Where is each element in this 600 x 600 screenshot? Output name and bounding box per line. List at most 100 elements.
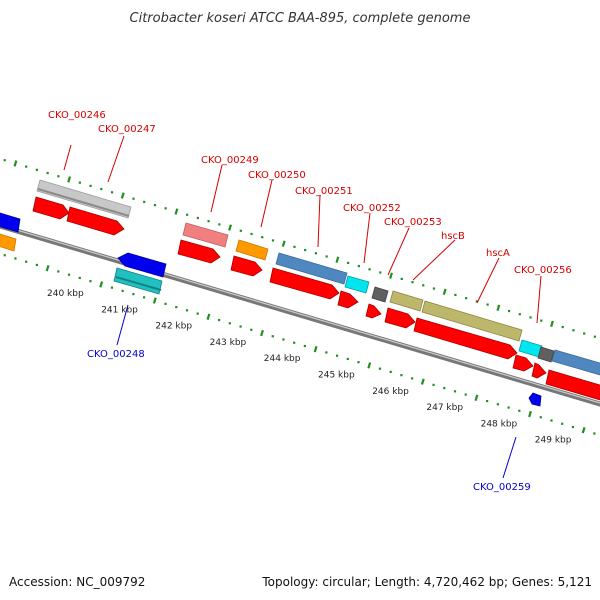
minor-tick xyxy=(250,232,253,236)
kbp-label: 243 kbp xyxy=(210,338,247,348)
major-tick xyxy=(581,427,586,434)
cds-cko-00252 xyxy=(337,290,359,309)
major-tick xyxy=(13,160,18,167)
minor-tick xyxy=(25,260,28,263)
feature-dark-small xyxy=(537,346,555,363)
feature-cko-00256 xyxy=(518,339,543,358)
genome-summary-text: Topology: circular; Length: 4,720,462 bp… xyxy=(261,575,592,589)
feature-hsca xyxy=(421,300,523,342)
major-tick xyxy=(45,265,50,272)
minor-tick xyxy=(46,171,49,175)
minor-tick xyxy=(250,328,253,331)
minor-tick xyxy=(196,312,199,315)
minor-tick xyxy=(561,422,564,425)
minor-tick xyxy=(539,416,542,419)
major-tick xyxy=(206,313,211,321)
gene-labels-forward: CKO_00246 CKO_00247 CKO_00249 CKO_00250 … xyxy=(48,110,572,276)
minor-tick xyxy=(271,335,274,338)
minor-tick xyxy=(196,216,199,220)
feature-track-outer xyxy=(0,179,600,376)
kbp-label: 242 kbp xyxy=(155,322,192,332)
minor-tick xyxy=(486,303,489,306)
cds-cko-00247 xyxy=(66,206,125,236)
minor-tick xyxy=(368,268,371,271)
minor-tick xyxy=(411,377,414,380)
minor-tick xyxy=(25,165,28,168)
minor-tick xyxy=(346,357,349,361)
minor-tick xyxy=(389,370,392,374)
minor-tick xyxy=(593,335,597,338)
cds-cko-00259 xyxy=(528,392,542,407)
minor-tick xyxy=(110,191,114,194)
minor-tick xyxy=(218,318,221,322)
minor-tick xyxy=(304,248,307,252)
minor-tick xyxy=(239,229,242,232)
minor-tick xyxy=(593,432,596,435)
minor-tick xyxy=(507,406,510,409)
minor-tick xyxy=(454,293,457,297)
minor-tick xyxy=(14,257,17,260)
inner-tick-ring xyxy=(3,254,596,435)
label-hsca: hscA xyxy=(486,248,510,259)
minor-tick xyxy=(186,213,189,216)
minor-tick xyxy=(239,325,242,328)
feature-cko-00250 xyxy=(235,239,269,261)
kbp-label: 245 kbp xyxy=(318,371,355,381)
minor-tick xyxy=(464,393,467,396)
minor-tick xyxy=(282,338,285,341)
minor-tick xyxy=(422,284,425,287)
minor-tick xyxy=(175,305,178,309)
minor-tick xyxy=(518,313,521,316)
minor-tick xyxy=(453,390,457,393)
label-cko-00246: CKO_00246 xyxy=(48,110,106,121)
minor-tick xyxy=(57,270,60,273)
minor-tick xyxy=(57,175,60,178)
cds-cko-00248 xyxy=(117,252,167,278)
kbp-label: 249 kbp xyxy=(535,436,572,446)
minor-tick xyxy=(3,254,6,257)
feature-steelblue-right xyxy=(551,349,600,376)
label-leaders xyxy=(63,135,542,324)
cds-cko-00246 xyxy=(32,196,70,220)
minor-tick xyxy=(78,181,81,184)
cds-cko-00250 xyxy=(230,255,263,277)
minor-tick xyxy=(518,409,521,412)
feature-hscb xyxy=(389,290,424,312)
major-tick xyxy=(281,240,286,247)
label-cko-00252: CKO_00252 xyxy=(343,203,401,214)
label-cko-00248: CKO_00248 xyxy=(87,349,145,360)
minor-tick xyxy=(67,273,71,276)
minor-tick xyxy=(400,374,403,377)
reverse-strand-track xyxy=(0,233,542,407)
label-cko-00253: CKO_00253 xyxy=(384,217,442,228)
minor-tick xyxy=(540,319,543,322)
major-tick xyxy=(335,256,340,263)
kbp-label: 246 kbp xyxy=(372,387,409,397)
minor-tick xyxy=(35,263,38,267)
minor-tick xyxy=(121,289,124,292)
label-hscb: hscB xyxy=(441,231,465,242)
cds-cko-00249 xyxy=(177,239,221,264)
major-tick xyxy=(474,394,479,402)
kbp-label: 247 kbp xyxy=(426,403,463,413)
minor-tick xyxy=(89,280,92,283)
major-tick xyxy=(496,304,501,311)
minor-tick xyxy=(443,387,446,390)
major-tick xyxy=(99,281,104,288)
minor-tick xyxy=(218,223,221,226)
label-cko-00256: CKO_00256 xyxy=(514,265,572,276)
minor-tick xyxy=(261,236,264,239)
minor-tick xyxy=(164,302,167,305)
kbp-label: 241 kbp xyxy=(101,305,138,315)
label-cko-00250: CKO_00250 xyxy=(248,170,306,181)
minor-tick xyxy=(271,239,275,242)
cds-hsca xyxy=(413,317,518,360)
label-cko-00247: CKO_00247 xyxy=(98,124,156,135)
minor-tick xyxy=(132,197,135,200)
major-tick xyxy=(442,288,447,295)
label-leaders-reverse xyxy=(116,304,517,479)
feature-cko-00253 xyxy=(371,286,389,303)
major-tick xyxy=(550,320,554,328)
minor-tick xyxy=(529,316,532,319)
